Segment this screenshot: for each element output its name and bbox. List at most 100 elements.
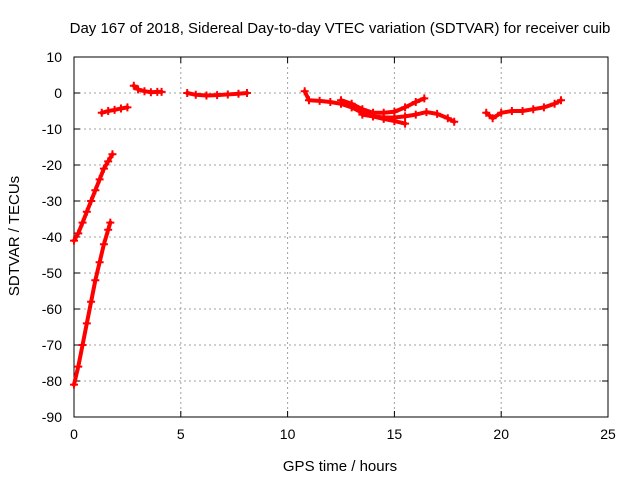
data-point	[529, 105, 538, 114]
data-point	[91, 186, 100, 195]
data-point	[304, 96, 313, 105]
data-point	[507, 107, 516, 115]
series-line	[484, 98, 564, 121]
data-point	[108, 150, 117, 159]
data-point	[104, 107, 113, 115]
data-point	[74, 362, 83, 371]
data-point	[243, 89, 252, 97]
y-tick-label: -50	[42, 265, 62, 281]
data-point	[99, 240, 108, 249]
tick-labels: 0 5 10 15 20 25 10 0 -10 -20 -30 -40 -50 -60 -70 -80 -90	[42, 49, 616, 442]
x-tick-label: 20	[493, 426, 509, 442]
series-line	[72, 220, 113, 387]
data-point	[104, 225, 113, 234]
x-tick-label: 5	[177, 426, 185, 442]
series-line	[72, 152, 115, 243]
series-arc4	[129, 81, 166, 97]
series-arc2	[70, 218, 115, 389]
series-line	[339, 96, 427, 115]
data-point	[411, 98, 420, 106]
data-point	[202, 91, 211, 100]
series-arc8	[358, 108, 459, 126]
data-point	[191, 90, 200, 99]
data-point	[443, 114, 452, 123]
y-tick-label: -10	[42, 121, 62, 137]
data-point	[123, 103, 132, 112]
data-point	[74, 229, 83, 238]
data-series	[70, 81, 566, 389]
data-point	[223, 90, 232, 99]
data-point	[420, 94, 429, 103]
data-point	[82, 207, 91, 216]
x-tick-label: 10	[280, 426, 296, 442]
data-point	[116, 104, 125, 113]
series-arc5	[183, 89, 252, 100]
data-point	[401, 119, 410, 128]
data-point	[157, 87, 166, 96]
data-point	[78, 218, 87, 227]
data-point	[557, 96, 566, 105]
x-axis-label: GPS time / hours	[283, 458, 397, 475]
data-point	[95, 258, 104, 267]
data-point	[337, 96, 345, 105]
data-point	[411, 110, 420, 119]
data-point	[106, 218, 115, 227]
y-tick-label: -40	[42, 229, 62, 245]
data-point	[87, 297, 96, 306]
x-tick-label: 15	[387, 426, 403, 442]
data-point	[95, 175, 104, 184]
data-point	[390, 113, 399, 122]
series-arc9	[482, 96, 566, 123]
data-point	[315, 96, 324, 105]
data-point	[70, 380, 78, 389]
data-point	[433, 109, 442, 118]
data-point	[183, 89, 192, 97]
y-tick-label: -60	[42, 301, 62, 317]
data-point	[91, 276, 100, 285]
data-point	[379, 113, 388, 122]
data-point	[129, 81, 138, 90]
data-point	[134, 85, 143, 94]
data-point	[550, 99, 559, 108]
data-point	[497, 108, 506, 117]
data-point	[358, 110, 367, 119]
data-point	[82, 319, 91, 328]
data-point	[539, 103, 548, 112]
data-point	[488, 114, 497, 123]
data-point	[326, 98, 335, 106]
data-point	[369, 112, 378, 121]
data-point	[99, 164, 108, 173]
data-point	[140, 87, 149, 96]
data-point	[401, 112, 410, 121]
data-point	[401, 103, 410, 112]
data-point	[234, 89, 243, 98]
data-point	[347, 99, 356, 108]
series-arc3	[97, 103, 132, 117]
data-point	[87, 197, 96, 205]
y-tick-label: -30	[42, 193, 62, 209]
series-arc1	[70, 150, 117, 245]
y-tick-label: -70	[42, 337, 62, 353]
data-point	[518, 107, 527, 115]
y-axis-label: SDTVAR / TECUs	[6, 176, 23, 296]
data-point	[104, 157, 113, 166]
data-point	[482, 108, 491, 117]
data-point	[78, 341, 87, 349]
series-line	[360, 110, 457, 124]
chart-title: Day 167 of 2018, Sidereal Day-to-day VTE…	[70, 20, 611, 37]
data-point	[300, 87, 309, 96]
data-point	[213, 91, 222, 100]
data-point	[450, 117, 459, 126]
y-tick-label: 0	[54, 85, 62, 101]
y-tick-label: 10	[46, 49, 62, 65]
data-point	[110, 105, 119, 114]
x-tick-label: 25	[600, 426, 616, 442]
y-tick-label: -20	[42, 157, 62, 173]
data-point	[70, 236, 78, 245]
data-point	[97, 108, 106, 117]
data-point	[422, 108, 431, 117]
y-tick-label: -90	[42, 409, 62, 425]
y-tick-label: -80	[42, 373, 62, 389]
x-tick-label: 0	[70, 426, 78, 442]
